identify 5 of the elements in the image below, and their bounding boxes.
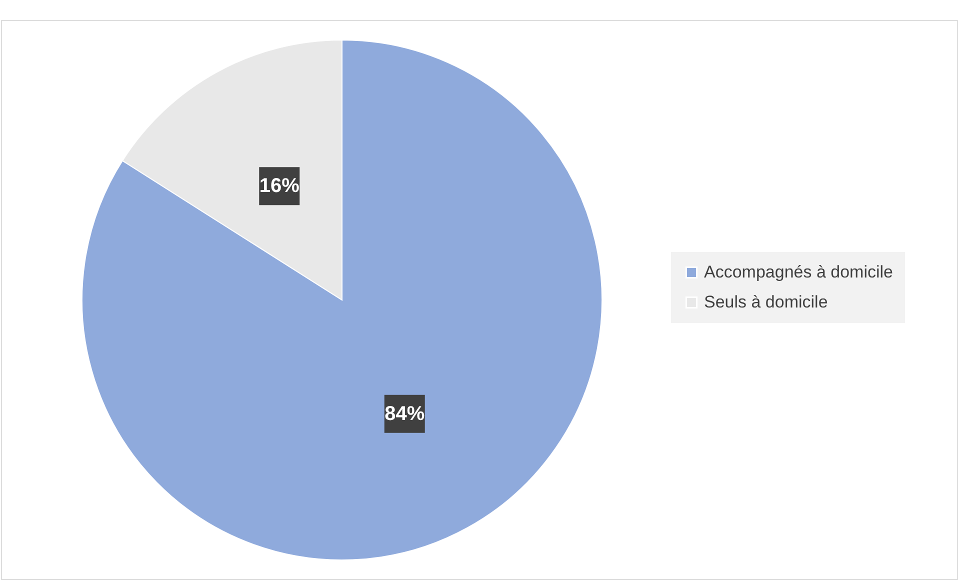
data-label: 16% [259, 175, 300, 198]
legend-label: Seuls à domicile [704, 292, 828, 312]
data-label: 84% [384, 402, 425, 425]
legend-label: Accompagnés à domicile [704, 262, 893, 282]
pie-slice [82, 40, 602, 560]
